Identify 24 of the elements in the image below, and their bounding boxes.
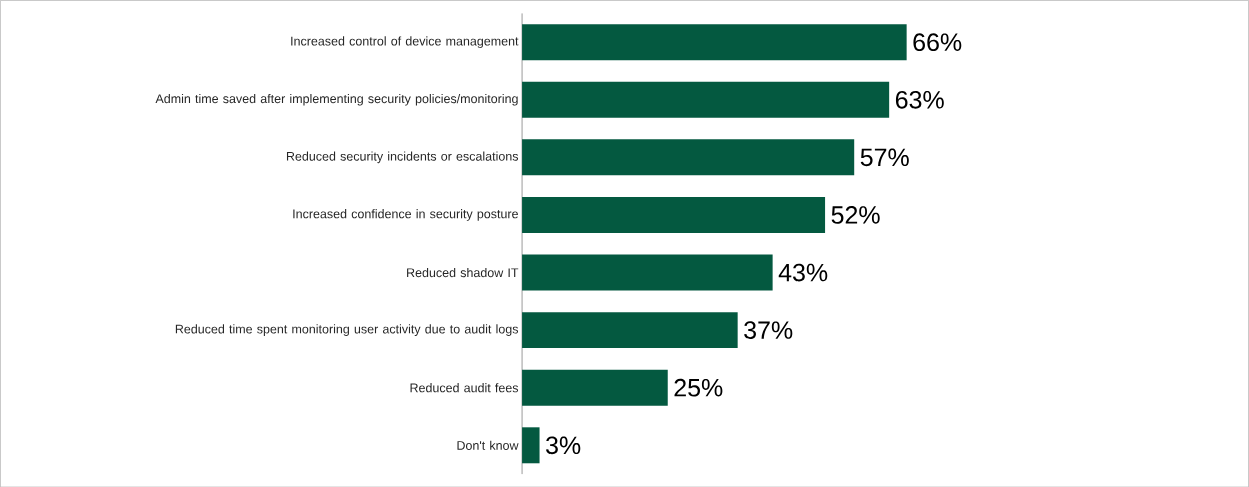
bar	[522, 369, 668, 406]
data-label: 52%	[831, 205, 880, 224]
bar	[522, 81, 890, 118]
bar	[522, 254, 773, 291]
data-label: 3%	[546, 436, 581, 454]
y-tick-label: Increased control of device management	[291, 36, 519, 48]
data-label: 43%	[778, 263, 828, 282]
bar	[522, 196, 826, 233]
y-tick-label: Reduced shadow IT	[407, 267, 519, 277]
y-tick-label: Reduced security incidents or escalations	[286, 151, 519, 163]
bar	[522, 311, 738, 348]
y-tick-label: Reduced audit fees	[410, 382, 519, 393]
data-label: 66%	[913, 33, 962, 51]
data-label: 25%	[674, 378, 723, 397]
bar	[522, 427, 540, 464]
y-tick-label: Admin time saved after implementing security policies/monitoring	[155, 93, 518, 106]
data-label: 37%	[744, 321, 793, 339]
data-label: 63%	[895, 90, 944, 109]
data-label: 57%	[860, 148, 909, 166]
bar	[522, 23, 907, 60]
bar	[522, 139, 855, 176]
y-tick-label: Don't know	[457, 440, 519, 450]
y-tick-label: Reduced time spent monitoring user activity due to audit logs	[175, 324, 519, 336]
y-tick-label: Increased confidence in security posture	[293, 208, 518, 221]
